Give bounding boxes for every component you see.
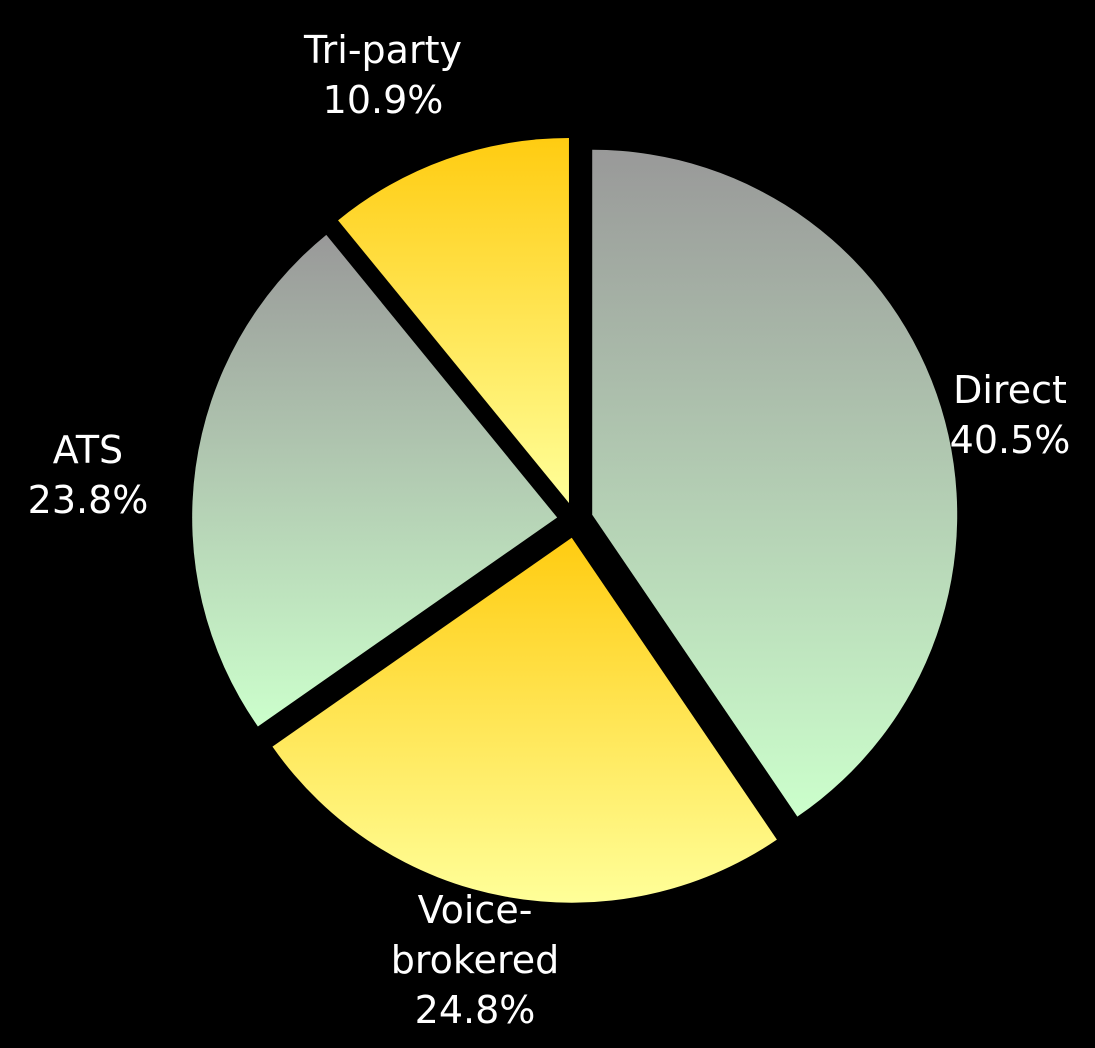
- pie-slice: [338, 138, 569, 504]
- category-label: Tri-party: [304, 28, 462, 72]
- value-label: 24.8%: [414, 988, 536, 1032]
- value-label: 40.5%: [949, 418, 1071, 462]
- pie-slice: [192, 234, 558, 727]
- slice-label: Voice-brokered 24.8%: [345, 885, 605, 1035]
- slice-label: ATS 23.8%: [0, 425, 188, 525]
- slice-label: Tri-party 10.9%: [273, 25, 493, 125]
- value-label: 10.9%: [322, 78, 444, 122]
- category-label: Voice-brokered: [390, 888, 560, 982]
- pie-slice: [272, 537, 777, 903]
- slice-label: Direct 40.5%: [910, 365, 1095, 465]
- value-label: 23.8%: [27, 478, 149, 522]
- pie-slice: [592, 149, 958, 817]
- category-label: Direct: [953, 368, 1067, 412]
- category-label: ATS: [52, 428, 124, 472]
